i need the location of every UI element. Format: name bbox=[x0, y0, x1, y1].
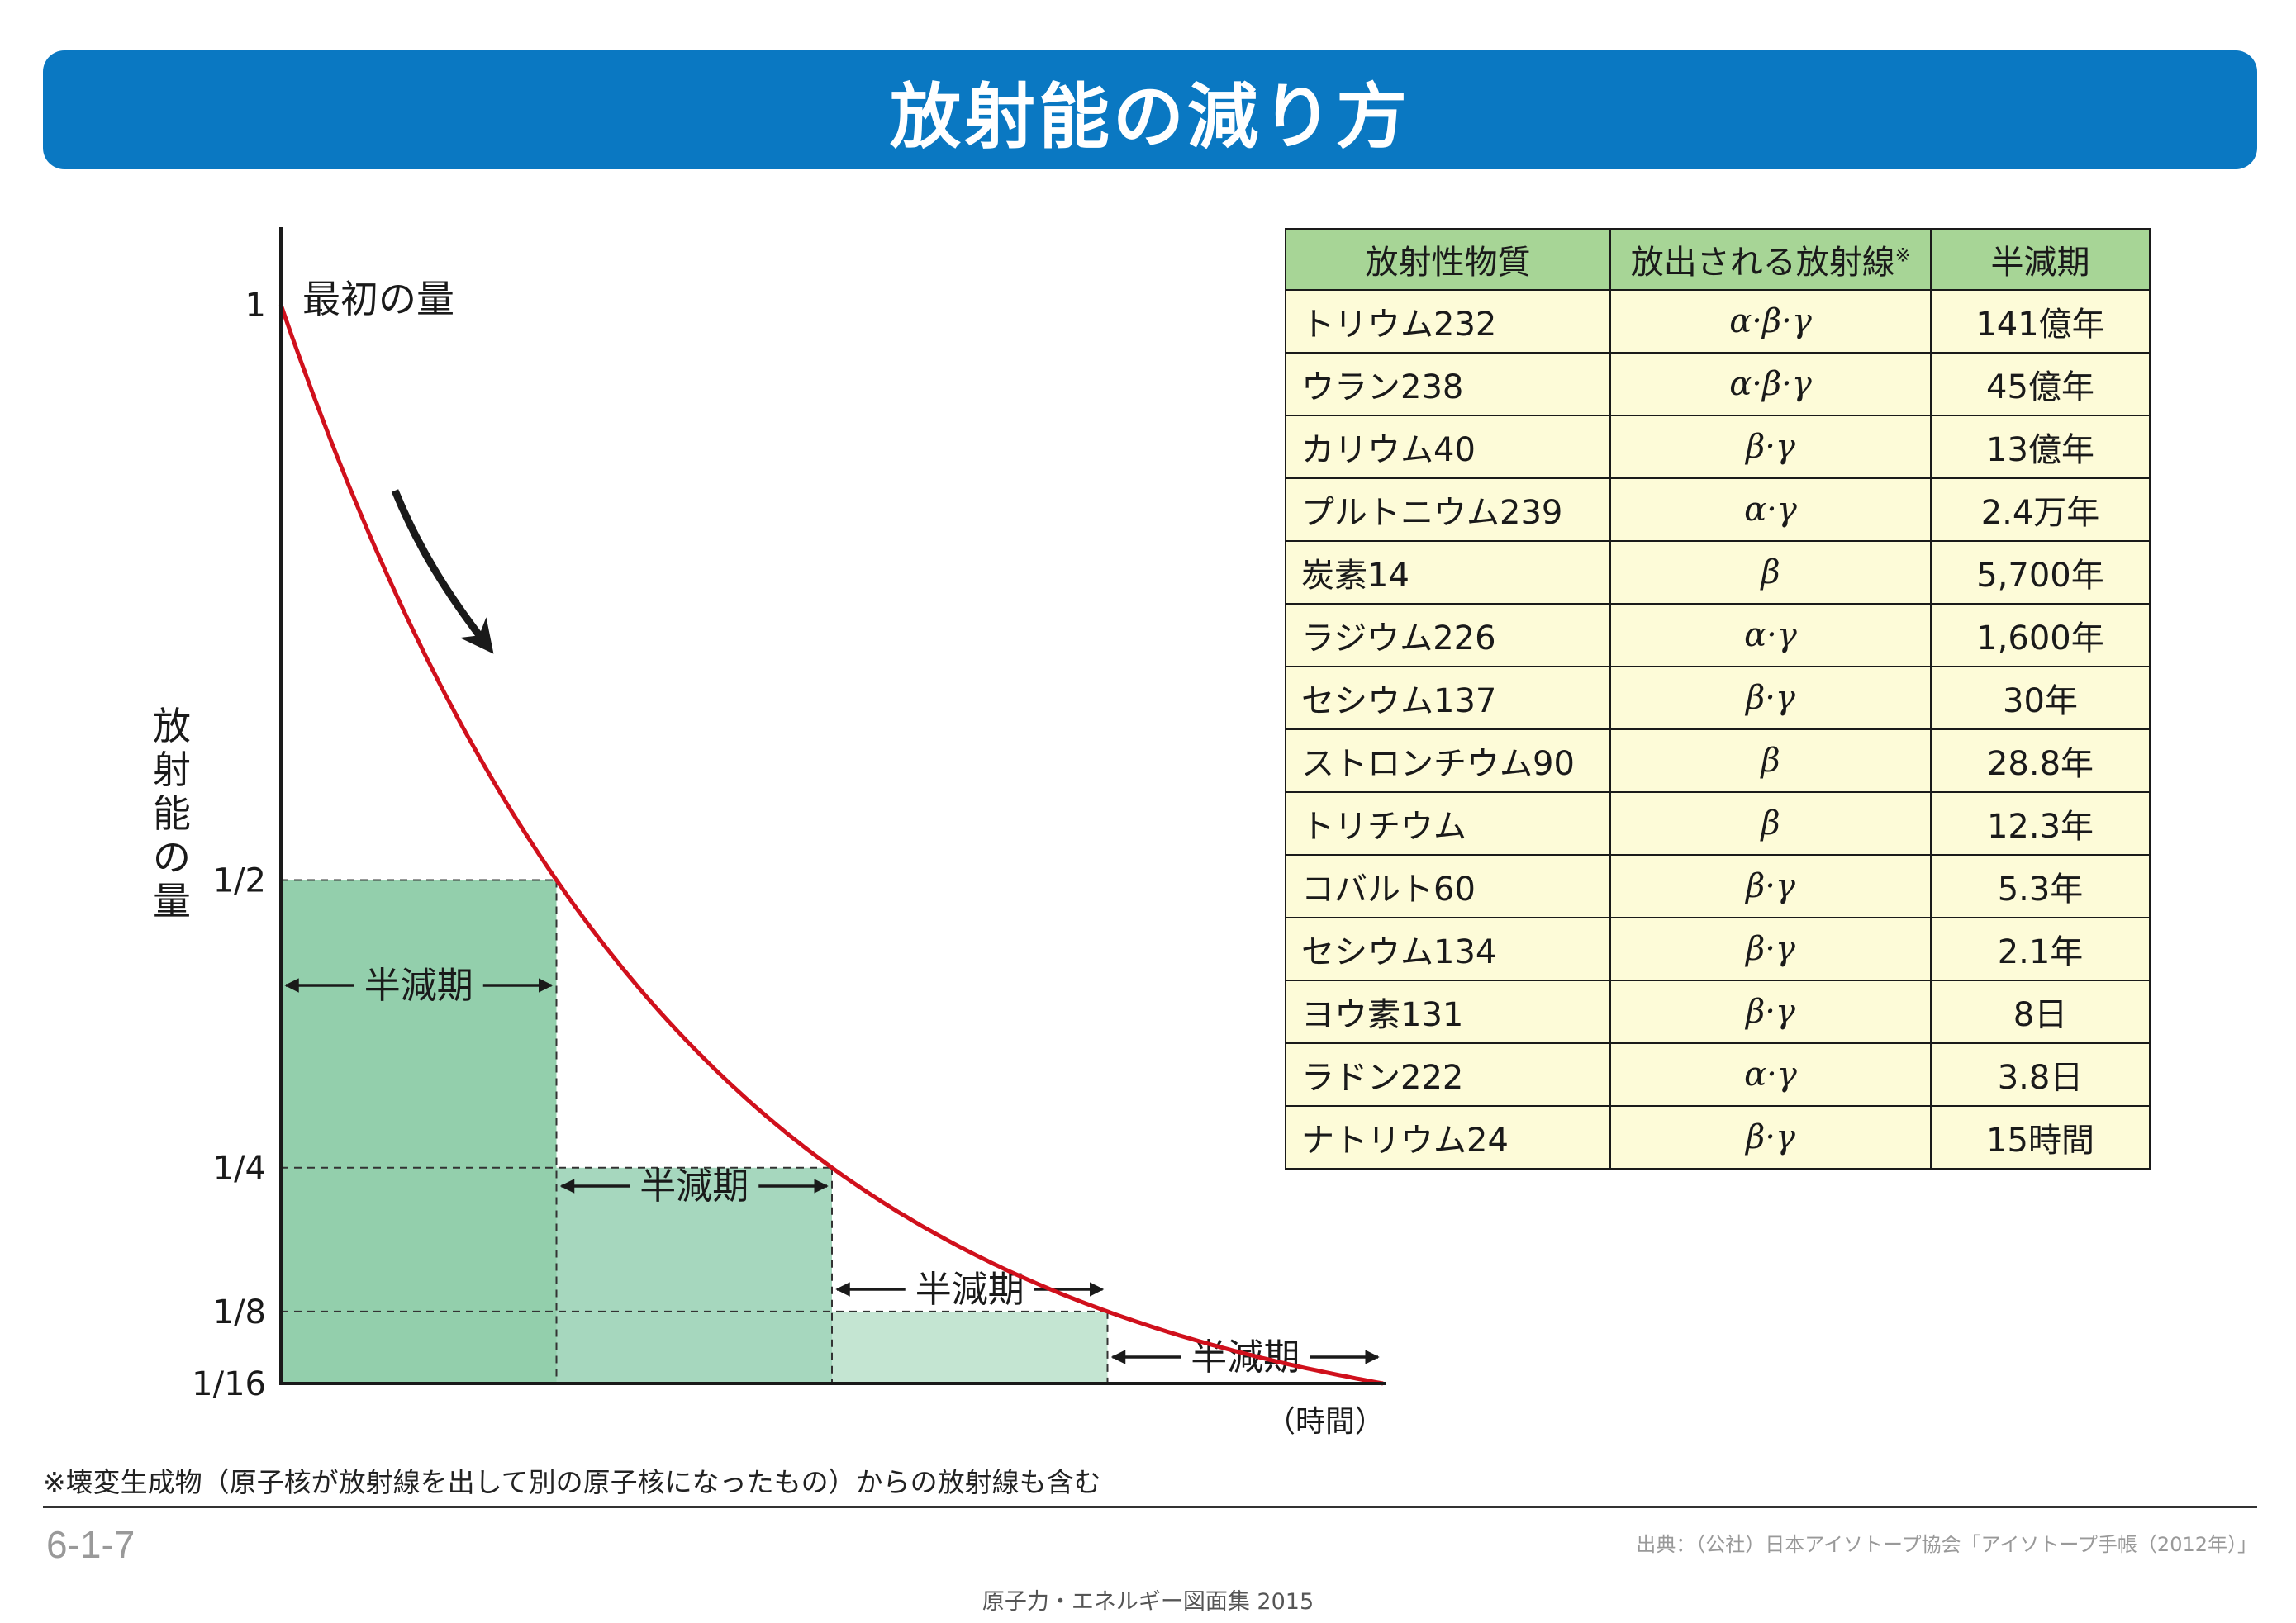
y-tick-label: 1 bbox=[245, 287, 266, 325]
substance-cell: プルトニウム239 bbox=[1285, 477, 1611, 542]
half-life-box bbox=[281, 880, 557, 1383]
radiation-cell: β·γ bbox=[1609, 415, 1932, 479]
radiation-cell: α·γ bbox=[1609, 477, 1932, 542]
substance-cell: トリウム232 bbox=[1285, 289, 1611, 354]
table-row: 炭素14 β 5,700年 bbox=[1285, 540, 2151, 605]
source-credit: 出典：（公社）日本アイソトープ協会「アイソトープ手帳（2012年）」 bbox=[1636, 1533, 2257, 1556]
start-annotation: 最初の量 bbox=[302, 277, 454, 321]
radiation-cell: α·γ bbox=[1609, 1042, 1932, 1107]
header-radiation-label: 放出される放射線 bbox=[1630, 244, 1895, 282]
substance-cell: コバルト60 bbox=[1285, 854, 1611, 918]
substance-cell: ウラン238 bbox=[1285, 352, 1611, 416]
half-life-cell: 8日 bbox=[1930, 980, 2151, 1044]
footnote: ※壊変生成物（原子核が放射線を出して別の原子核になったもの）からの放射線も含む bbox=[43, 1466, 1101, 1498]
substance-cell: カリウム40 bbox=[1285, 415, 1611, 479]
substance-cell: トリチウム bbox=[1285, 791, 1611, 856]
table-row: ラドン222 α·γ 3.8日 bbox=[1285, 1042, 2151, 1107]
radiation-cell: α·β·γ bbox=[1609, 352, 1932, 416]
radiation-cell: β·γ bbox=[1609, 1105, 1932, 1170]
half-life-cell: 5,700年 bbox=[1930, 540, 2151, 605]
half-life-cell: 5.3年 bbox=[1930, 854, 2151, 918]
half-life-cell: 141億年 bbox=[1930, 289, 2151, 354]
half-life-cell: 2.1年 bbox=[1930, 917, 2151, 981]
table-row: ヨウ素131 β·γ 8日 bbox=[1285, 980, 2151, 1044]
y-axis-label-char: の bbox=[153, 835, 191, 880]
table-row: セシウム137 β·γ 30年 bbox=[1285, 666, 2151, 730]
substance-cell: 炭素14 bbox=[1285, 540, 1611, 605]
half-life-cell: 2.4万年 bbox=[1930, 477, 2151, 542]
half-life-table: 放射性物質 放出される放射線※ 半減期 トリウム232 α·β·γ 141億年 ウラン… bbox=[1285, 228, 2151, 1170]
half-life-bracket: 半減期 bbox=[1110, 1336, 1380, 1379]
radiation-cell: β·γ bbox=[1609, 917, 1932, 981]
y-tick-label: 1/4 bbox=[213, 1150, 266, 1188]
table-row: ラジウム226 α·γ 1,600年 bbox=[1285, 603, 2151, 667]
radiation-cell: β·γ bbox=[1609, 854, 1932, 918]
radiation-cell: α·β·γ bbox=[1609, 289, 1932, 354]
y-tick-label: 1/8 bbox=[213, 1293, 266, 1331]
radiation-cell: β·γ bbox=[1609, 666, 1932, 730]
divider bbox=[43, 1506, 2257, 1508]
table-row: セシウム134 β·γ 2.1年 bbox=[1285, 917, 2151, 981]
y-tick-label: 1/16 bbox=[192, 1365, 266, 1403]
header-radiation: 放出される放射線※ bbox=[1609, 228, 1932, 291]
half-life-bracket: 半減期 bbox=[284, 965, 554, 1007]
half-life-bracket: 半減期 bbox=[559, 1165, 829, 1208]
half-life-cell: 3.8日 bbox=[1930, 1042, 2151, 1107]
half-life-box bbox=[556, 1167, 832, 1383]
substance-cell: セシウム137 bbox=[1285, 666, 1611, 730]
half-life-cell: 45億年 bbox=[1930, 352, 2151, 416]
half-life-box bbox=[832, 1311, 1108, 1383]
half-life-label: 半減期 bbox=[915, 1269, 1024, 1311]
substance-cell: ヨウ素131 bbox=[1285, 980, 1611, 1044]
table-row: プルトニウム239 α·γ 2.4万年 bbox=[1285, 477, 2151, 542]
y-axis-label-char: 放 bbox=[153, 704, 191, 748]
table-row: カリウム40 β·γ 13億年 bbox=[1285, 415, 2151, 479]
y-tick-label: 1/2 bbox=[213, 862, 266, 900]
radiation-cell: β bbox=[1609, 791, 1932, 856]
table-row: ストロンチウム90 β 28.8年 bbox=[1285, 728, 2151, 793]
y-axis-label-char: 射 bbox=[153, 747, 191, 792]
radiation-cell: β bbox=[1609, 540, 1932, 605]
table-row: トリウム232 α·β·γ 141億年 bbox=[1285, 289, 2151, 354]
substance-cell: セシウム134 bbox=[1285, 917, 1611, 981]
half-life-cell: 15時間 bbox=[1930, 1105, 2151, 1170]
radiation-cell: α·γ bbox=[1609, 603, 1932, 667]
half-life-cell: 12.3年 bbox=[1930, 791, 2151, 856]
half-life-cell: 30年 bbox=[1930, 666, 2151, 730]
table-row: トリチウム β 12.3年 bbox=[1285, 791, 2151, 856]
table-row: コバルト60 β·γ 5.3年 bbox=[1285, 854, 2151, 918]
page-number: 6-1-7 bbox=[46, 1523, 135, 1566]
half-life-cell: 28.8年 bbox=[1930, 728, 2151, 793]
half-life-label: 半減期 bbox=[364, 965, 473, 1007]
radiation-cell: β bbox=[1609, 728, 1932, 793]
substance-cell: ナトリウム24 bbox=[1285, 1105, 1611, 1170]
substance-cell: ラドン222 bbox=[1285, 1042, 1611, 1107]
decrease-arrow bbox=[391, 489, 494, 654]
page-title: 放射能の減り方 bbox=[890, 75, 1410, 159]
half-life-cell: 1,600年 bbox=[1930, 603, 2151, 667]
table-row: ナトリウム24 β·γ 15時間 bbox=[1285, 1105, 2151, 1170]
y-axis-label-char: 量 bbox=[153, 879, 191, 923]
radiation-cell: β·γ bbox=[1609, 980, 1932, 1044]
y-axis-label-char: 能 bbox=[153, 791, 191, 836]
header-substance: 放射性物質 bbox=[1285, 228, 1611, 291]
table-row: ウラン238 α·β·γ 45億年 bbox=[1285, 352, 2151, 416]
title-bar: 放射能の減り方 bbox=[43, 50, 2257, 169]
footer-title: 原子力・エネルギー図面集 2015 bbox=[982, 1589, 1314, 1615]
table-header-row: 放射性物質 放出される放射線※ 半減期 bbox=[1285, 228, 2151, 291]
half-life-bracket: 半減期 bbox=[835, 1269, 1105, 1311]
substance-cell: ストロンチウム90 bbox=[1285, 728, 1611, 793]
header-half-life: 半減期 bbox=[1930, 228, 2151, 291]
substance-cell: ラジウム226 bbox=[1285, 603, 1611, 667]
x-axis-label: （時間） bbox=[1266, 1405, 1385, 1439]
half-life-label: 半減期 bbox=[639, 1165, 749, 1208]
half-life-cell: 13億年 bbox=[1930, 415, 2151, 479]
header-mark: ※ bbox=[1894, 245, 1911, 267]
decay-curve bbox=[278, 304, 1384, 1386]
